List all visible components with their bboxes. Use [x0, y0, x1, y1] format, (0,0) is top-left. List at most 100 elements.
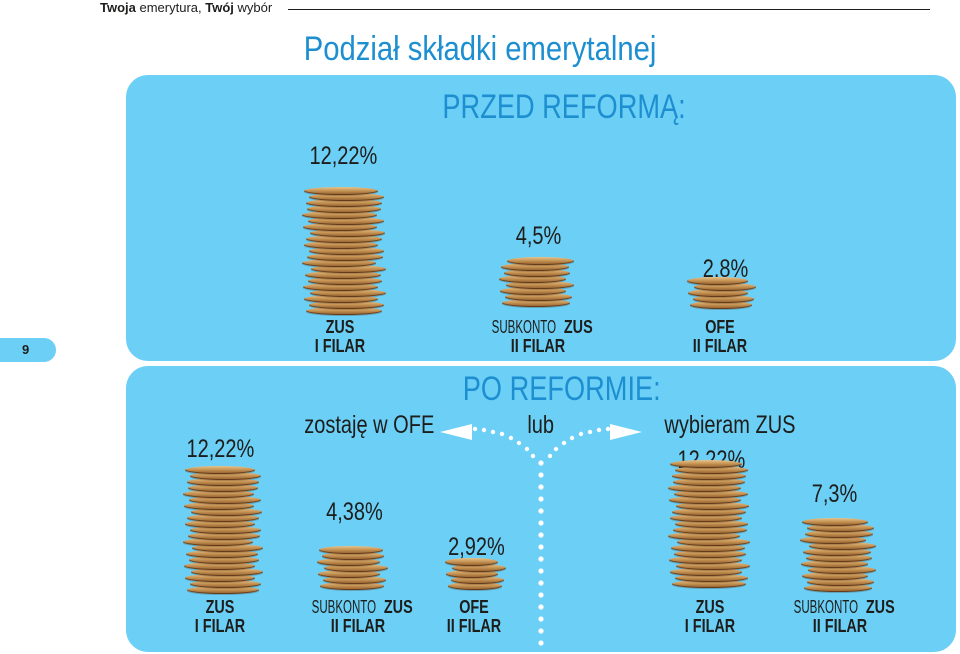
coin: [307, 205, 381, 213]
choice-stay-ofe-text: zostaję w OFE: [304, 411, 435, 439]
coin: [802, 572, 868, 580]
coin: [191, 568, 263, 576]
coin: [669, 496, 741, 504]
coin: [303, 283, 378, 291]
coin: [192, 544, 263, 552]
coin: [452, 564, 506, 572]
heading-after-reform-text: PO REFORMIE:: [462, 370, 661, 408]
coin: [304, 187, 378, 195]
coin: [308, 217, 384, 225]
coin: [188, 484, 258, 492]
coin: [319, 546, 383, 554]
coin: [308, 277, 382, 285]
coin: [671, 544, 745, 552]
before-subkonto-label-prefix: SUBKONTO: [491, 317, 556, 337]
coin: [309, 247, 384, 255]
coin: [306, 235, 382, 243]
coin: [302, 211, 377, 219]
coin: [320, 582, 384, 590]
after-left-subkonto-label-bottom: II FILAR: [330, 616, 386, 636]
header-bold-2: Twój: [205, 0, 234, 15]
coin: [183, 538, 253, 546]
coin: [309, 193, 384, 201]
coin: [305, 271, 381, 279]
coin: [310, 229, 385, 237]
coin: [324, 564, 388, 572]
coin: [670, 514, 742, 522]
coin: [672, 472, 746, 480]
coin: [446, 570, 498, 578]
coin: [191, 508, 262, 516]
coin: [445, 558, 498, 566]
coin: [806, 554, 872, 562]
coin: [323, 576, 386, 584]
after-left-ofe-percent: 2,92%: [396, 533, 556, 562]
coin: [807, 524, 874, 532]
after-left-ofe-label: OFE II FILAR: [374, 598, 574, 636]
coin: [311, 265, 386, 273]
coin: [675, 520, 748, 528]
coin: [805, 530, 873, 538]
coin: [309, 301, 384, 309]
page-number: 9: [22, 342, 30, 357]
choice-pick-zus: wybieram ZUS: [648, 411, 812, 440]
coin: [189, 556, 259, 564]
choice-pick-zus-text: wybieram ZUS: [664, 411, 796, 439]
after-left-ofe-label-top: OFE: [459, 597, 489, 617]
after-left-zus-label-bottom: I FILAR: [194, 616, 246, 636]
coin: [676, 502, 749, 510]
coin-stack-after-right-zus: [668, 454, 750, 588]
coin: [310, 289, 386, 297]
after-left-zus-label: ZUS I FILAR: [120, 598, 320, 636]
before-zus-label: ZUS I FILAR: [240, 318, 440, 356]
coin: [668, 484, 741, 492]
coin: [317, 558, 380, 566]
coin: [184, 562, 255, 570]
after-left-zus-percent: 12,22%: [140, 435, 300, 464]
coin: [188, 532, 260, 540]
coin: [675, 466, 748, 474]
coin-stack-after-left-ofe: [444, 552, 506, 590]
coin-stack-after-left-subkonto: [316, 540, 388, 590]
coin: [687, 277, 748, 285]
before-subkonto-label-top: ZUS: [563, 317, 593, 337]
coin: [307, 253, 383, 261]
coin: [672, 580, 746, 588]
coin: [809, 542, 876, 550]
after-left-zus-label-top: ZUS: [205, 597, 235, 617]
coin: [304, 241, 378, 249]
coin: [507, 257, 574, 265]
header-text-2: wybór: [233, 0, 273, 15]
after-right-subkonto-label-prefix: SUBKONTO: [793, 597, 858, 617]
after-right-subkonto-label-top: ZUS: [865, 597, 895, 617]
coin: [694, 283, 756, 291]
choice-or-text: lub: [527, 411, 555, 439]
after-left-zus-percent-text: 12,22%: [186, 435, 254, 463]
coin: [189, 496, 261, 504]
after-left-ofe-percent-text: 2,92%: [447, 533, 505, 561]
before-ofe-label-bottom: II FILAR: [692, 336, 748, 356]
coin: [808, 566, 876, 574]
heading-after-reform: PO REFORMIE:: [438, 370, 685, 409]
coin: [803, 548, 871, 556]
coin: [304, 295, 378, 303]
page-number-tab: [0, 338, 56, 362]
coin: [670, 568, 742, 576]
coin: [802, 518, 868, 526]
coin: [185, 520, 255, 528]
heading-before-reform: PRZED REFORMĄ:: [412, 88, 716, 127]
coin: [318, 570, 380, 578]
coin: [187, 478, 259, 486]
before-zus-percent-text: 12,22%: [309, 142, 377, 170]
after-left-ofe-label-bottom: II FILAR: [446, 616, 502, 636]
choice-or: lub: [524, 411, 557, 440]
coin: [668, 532, 740, 540]
heading-before-reform-text: PRZED REFORMĄ:: [442, 88, 686, 126]
coin: [306, 199, 382, 207]
panel-before-reform: [126, 75, 956, 361]
coin: [500, 287, 566, 295]
after-left-subkonto-label-top: ZUS: [383, 597, 413, 617]
after-left-subkonto-label-prefix: SUBKONTO: [311, 597, 376, 617]
after-right-zus-label-bottom: I FILAR: [684, 616, 736, 636]
coin: [505, 293, 572, 301]
